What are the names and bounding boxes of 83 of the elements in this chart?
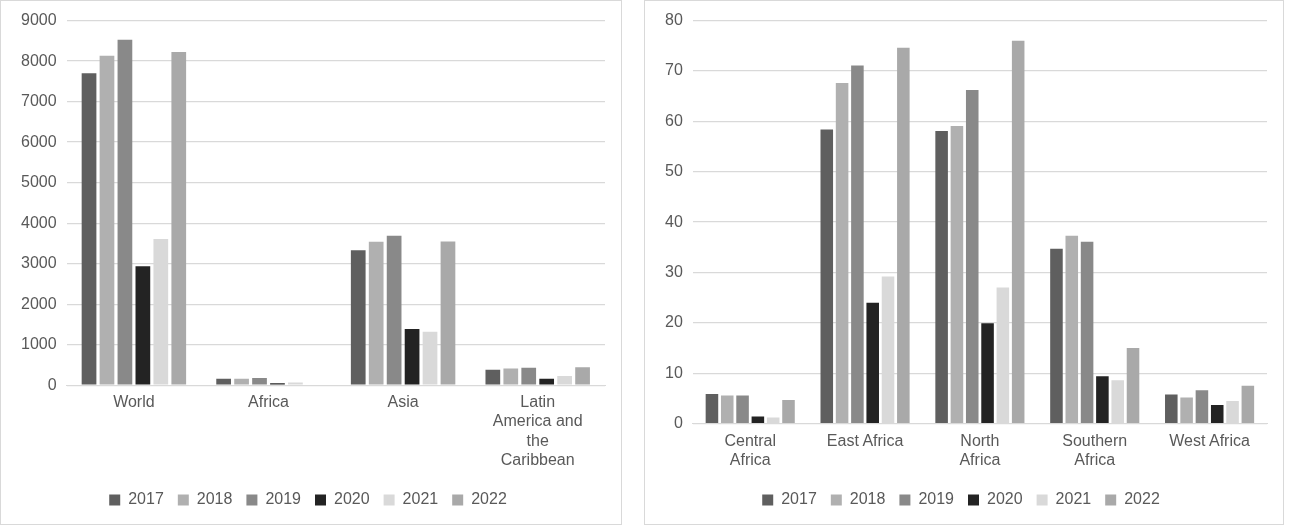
bar [1011, 40, 1025, 423]
legend-label: 2021 [1055, 490, 1092, 508]
y-tick-label: 0 [47, 375, 57, 393]
bar [981, 323, 994, 423]
bar [1126, 348, 1140, 423]
bar [965, 90, 979, 423]
x-tick-label: World [113, 393, 155, 411]
legend-label: 2022 [471, 490, 507, 508]
bar [234, 378, 249, 385]
bar [950, 125, 964, 423]
x-tick-label: North Africa [959, 431, 1001, 468]
bar [820, 129, 834, 423]
bar [1195, 390, 1209, 423]
bar [521, 367, 537, 385]
bar [751, 416, 765, 423]
y-tick-label: 30 [665, 262, 683, 280]
x-tick-label: West Africa [1169, 431, 1250, 449]
x-tick-label: East Africa [826, 431, 904, 449]
legend-label: 2017 [128, 490, 164, 508]
bar [935, 130, 948, 423]
legend-label: 2018 [849, 490, 886, 508]
legend-label: 2020 [987, 490, 1023, 508]
x-tick-label: Africa [248, 393, 290, 411]
y-tick-label: 4000 [21, 213, 57, 231]
bar [216, 378, 231, 385]
bar [1080, 241, 1094, 423]
y-tick-label: 10 [665, 363, 683, 381]
bar [404, 329, 420, 385]
y-tick-label: 6000 [21, 132, 57, 150]
y-tick-label: 1000 [21, 335, 57, 353]
bar [539, 378, 555, 385]
y-tick-label: 60 [665, 111, 683, 129]
bar [1180, 397, 1193, 423]
bar [171, 52, 187, 385]
legend-label: 2022 [1124, 490, 1160, 508]
y-tick-label: 2000 [21, 294, 57, 312]
bar [897, 47, 910, 423]
x-tick-label: Central Africa [724, 431, 777, 468]
bar [485, 369, 501, 385]
bar [1241, 385, 1255, 423]
bar [575, 367, 590, 385]
bar [835, 83, 849, 423]
bar [1165, 394, 1178, 423]
bar [252, 377, 267, 385]
bar [1096, 376, 1109, 423]
bar [440, 241, 456, 385]
bar [720, 395, 734, 423]
legend-label: 2017 [781, 490, 817, 508]
legend-label: 2020 [334, 490, 370, 508]
y-tick-label: 50 [665, 162, 683, 180]
x-tick-label: Latin America and the Caribbean [492, 393, 583, 468]
bar [1210, 404, 1224, 423]
bar [1065, 235, 1079, 423]
y-tick-label: 8000 [21, 51, 57, 69]
y-tick-label: 0 [673, 414, 683, 432]
x-tick-label: Asia [387, 393, 419, 411]
legend-label: 2018 [196, 490, 233, 508]
legend-label: 2019 [918, 490, 955, 508]
bar [503, 368, 519, 385]
y-tick-label: 40 [665, 212, 683, 230]
bar [135, 266, 151, 385]
y-tick-label: 20 [665, 313, 683, 331]
legend-label: 2019 [265, 490, 302, 508]
y-tick-label: 70 [665, 61, 683, 79]
bar [782, 399, 795, 423]
bar [350, 250, 366, 385]
bar [866, 302, 879, 423]
x-tick-label: Southern Africa [1062, 431, 1128, 468]
bar [386, 235, 402, 385]
y-tick-label: 7000 [21, 92, 57, 110]
bar [1050, 248, 1063, 423]
bar [99, 55, 115, 385]
y-tick-label: 9000 [21, 11, 57, 29]
bar [705, 393, 719, 423]
y-tick-label: 3000 [21, 254, 57, 272]
bar [736, 395, 749, 423]
bar [851, 65, 864, 423]
bar [81, 73, 97, 385]
y-tick-label: 5000 [21, 173, 57, 191]
bar [117, 39, 133, 385]
legend-label: 2021 [402, 490, 439, 508]
y-tick-label: 80 [665, 11, 683, 29]
bar [368, 241, 384, 385]
